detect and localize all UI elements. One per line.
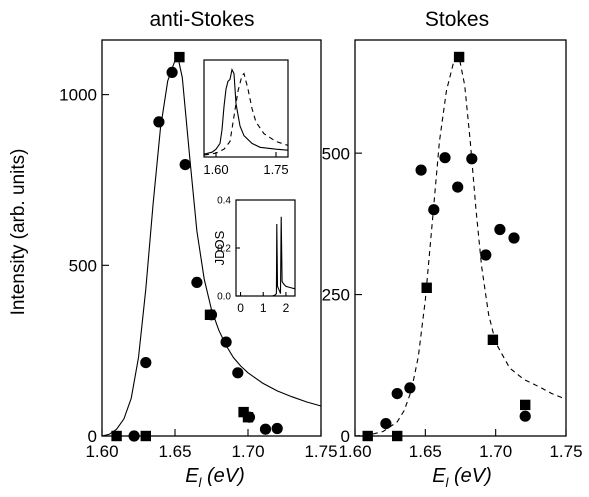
anti-stokes-square-point-3 [204, 309, 216, 320]
anti-stokes-square-point-1 [140, 430, 151, 442]
anti-stokes-x-ticks: 1.60 1.65 1.70 1.75 [85, 429, 338, 461]
x-label-subscript: l [446, 475, 450, 490]
stokes-circle-point-10 [508, 232, 520, 244]
stokes-circle-point-8 [480, 249, 492, 261]
stokes-circle-point-7 [466, 153, 478, 165]
inset-bottom-y-label: JDOS [212, 230, 227, 265]
stokes-x-tick-label-2: 1.70 [479, 442, 512, 461]
inset-top-curves [203, 68, 289, 156]
anti-stokes-plot-frame [101, 39, 322, 437]
inset-bottom-x-tick-label-1: 1 [260, 301, 267, 315]
stokes-circle-point-0 [380, 418, 392, 430]
anti-stokes-x-tick-label-3: 1.75 [304, 442, 337, 461]
anti-stokes-y-ticks: 0 500 1000 [59, 86, 109, 446]
anti-stokes-square-point-0 [111, 430, 122, 442]
stokes-circle-point-9 [494, 223, 506, 236]
anti-stokes-circle-point-0 [128, 430, 140, 442]
anti-stokes-y-tick-label-2: 1000 [59, 86, 97, 105]
inset-bottom-curve [236, 216, 296, 297]
anti-stokes-square-point-2 [174, 51, 185, 63]
anti-stokes-circle-point-7 [220, 336, 232, 348]
stokes-square-point-0 [362, 430, 373, 442]
anti-stokes-x-tick-label-0: 1.60 [85, 442, 118, 461]
anti-stokes-circle-point-11 [271, 422, 283, 435]
x-label-symbol: E [432, 465, 446, 487]
stokes-circle-point-2 [404, 382, 416, 394]
panel-anti-stokes: anti-Stokes 0 500 1000 1.60 1.65 1.70 1.75 El… [59, 8, 337, 490]
inset-top-curve-1 [203, 72, 289, 156]
stokes-x-axis-label: El (eV) [432, 465, 492, 490]
inset-bottom-curve-0 [236, 216, 296, 297]
stokes-x-tick-label-1: 1.65 [409, 442, 442, 461]
inset-bottom: 0 1 2 0.0 0.2 0.4 JDOS [212, 196, 296, 315]
anti-stokes-x-axis-label: El (eV) [185, 465, 245, 490]
stokes-data-points [362, 51, 531, 442]
inset-bottom-frame [235, 199, 296, 297]
anti-stokes-y-tick-label-0: 0 [88, 427, 97, 446]
anti-stokes-data-points [111, 51, 283, 442]
inset-bottom-x-ticks: 0 1 2 [237, 292, 290, 315]
panel-stokes: Stokes 0 250 500 1.60 1.65 1.70 1.75 El (eV) [322, 8, 583, 490]
anti-stokes-circle-point-5 [191, 276, 203, 288]
x-label-symbol: E [185, 465, 199, 487]
inset-top-frame [203, 59, 289, 158]
inset-bottom-y-tick-label-1: 0.2 [217, 244, 231, 255]
inset-top: 1.60 1.75 [203, 59, 289, 177]
stokes-circle-point-5 [439, 152, 451, 164]
inset-bottom-x-tick-label-0: 0 [237, 301, 244, 315]
stokes-circle-point-4 [428, 204, 440, 216]
stokes-square-point-1 [392, 430, 403, 442]
stokes-plot-frame [354, 39, 567, 437]
stokes-square-point-4 [487, 334, 499, 345]
stokes-y-ticks: 0 250 500 [322, 144, 362, 446]
anti-stokes-square-point-5 [242, 412, 254, 423]
stokes-curve-0 [354, 55, 567, 437]
stokes-x-tick-label-0: 1.60 [338, 442, 371, 461]
stokes-square-point-5 [520, 399, 531, 411]
anti-stokes-circle-point-3 [166, 66, 178, 78]
x-label-unit: (eV) [448, 465, 491, 487]
stokes-circle-point-3 [415, 164, 427, 176]
stokes-circle-point-11 [519, 410, 531, 422]
inset-top-curve-0 [203, 68, 289, 155]
y-axis-label: Intensity (arb. units) [8, 149, 29, 316]
stokes-square-point-2 [421, 282, 432, 293]
anti-stokes-circle-point-2 [153, 116, 165, 128]
stokes-x-ticks: 1.60 1.65 1.70 1.75 [338, 429, 583, 461]
anti-stokes-x-tick-label-1: 1.65 [158, 442, 191, 461]
inset-bottom-x-tick-label-2: 2 [283, 301, 290, 315]
stokes-x-tick-label-3: 1.75 [549, 442, 582, 461]
stokes-y-tick-label-0: 0 [341, 427, 350, 446]
anti-stokes-circle-point-8 [232, 367, 244, 379]
inset-bottom-y-tick-label-2: 0.4 [217, 196, 231, 207]
anti-stokes-curve-0 [101, 55, 322, 437]
anti-stokes-fit-curve [101, 55, 322, 437]
stokes-square-point-3 [453, 51, 465, 63]
inset-top-x-tick-label-1: 1.75 [263, 162, 288, 177]
stokes-y-tick-label-1: 250 [322, 286, 350, 305]
stokes-y-tick-label-2: 500 [322, 144, 350, 163]
stokes-title: Stokes [425, 8, 489, 31]
stokes-fit-curve [354, 55, 567, 437]
anti-stokes-title: anti-Stokes [149, 8, 254, 31]
anti-stokes-y-tick-label-1: 500 [69, 256, 97, 275]
anti-stokes-x-tick-label-2: 1.70 [231, 442, 264, 461]
inset-bottom-y-tick-label-0: 0.0 [217, 292, 231, 303]
inset-top-x-ticks: 1.60 1.75 [203, 152, 289, 177]
x-label-subscript: l [199, 475, 203, 490]
anti-stokes-circle-point-1 [140, 357, 152, 369]
stokes-circle-point-6 [452, 181, 464, 193]
x-label-unit: (eV) [201, 465, 244, 487]
inset-top-x-tick-label-0: 1.60 [203, 162, 228, 177]
anti-stokes-circle-point-10 [259, 423, 272, 435]
stokes-circle-point-1 [391, 388, 403, 400]
inset-bottom-y-ticks: 0.0 0.2 0.4 [217, 196, 240, 303]
anti-stokes-circle-point-4 [179, 159, 191, 171]
